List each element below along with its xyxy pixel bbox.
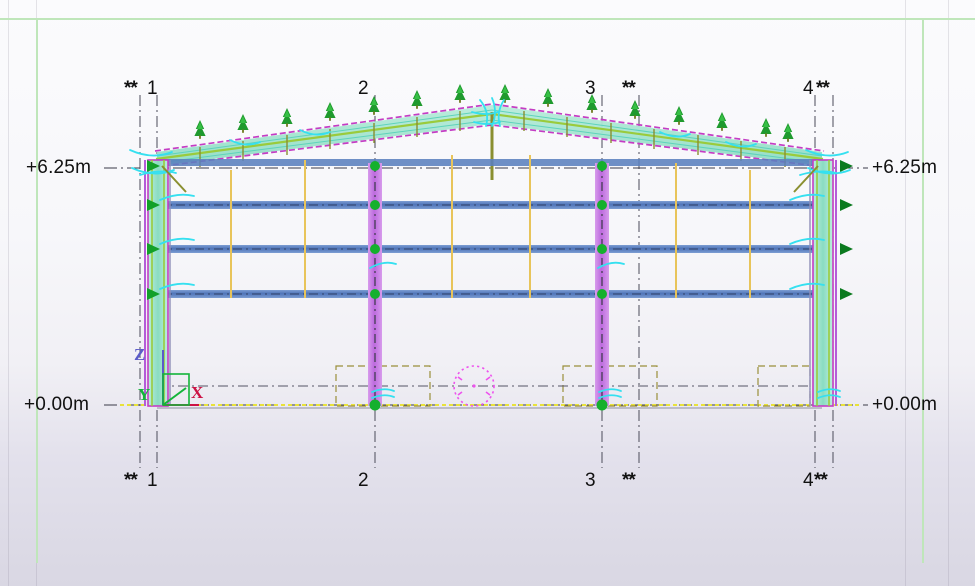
level-lines: [104, 167, 868, 406]
grid-label-bottom-star-c: **: [814, 470, 828, 491]
connection-nodes: [369, 161, 608, 411]
level-label-bottom-right: +0.00m: [872, 394, 938, 415]
eave-haunch: [161, 165, 819, 193]
level-label-top-left: +6.25m: [26, 157, 92, 178]
left-end-column: [144, 159, 171, 407]
clip-frame-left: [36, 18, 38, 563]
lateral-load-arrows-right: [840, 160, 853, 300]
grid-label-bottom-star-b: **: [622, 470, 636, 491]
roof-purlins: [199, 111, 786, 167]
plan-extent-outline: [156, 385, 811, 405]
axis-triad: [162, 350, 199, 406]
axis-label-z: Z: [134, 345, 146, 364]
grid-label-top-star-c: **: [816, 78, 830, 99]
bg-rule-3: [905, 0, 906, 586]
clip-frame-right: [922, 18, 924, 563]
grid-label-top-star-b: **: [622, 78, 636, 99]
grid-label-bottom-3: 3: [585, 470, 596, 491]
grid-label-top-1: 1: [147, 78, 158, 99]
girt-bars: [230, 155, 751, 298]
ground-line: [120, 404, 860, 409]
eave-beam: [157, 159, 822, 166]
bg-rule-4: [948, 0, 949, 586]
grid-label-bottom-2: 2: [358, 470, 369, 491]
grid-label-top-star-a: **: [124, 78, 138, 99]
grid-label-top-4: 4: [803, 78, 814, 99]
grid-label-bottom-1: 1: [147, 470, 158, 491]
deflection-curves: [129, 97, 851, 399]
level-label-top-right: +6.25m: [872, 157, 938, 178]
clip-frame-top: [0, 18, 975, 20]
grid-label-bottom-4: 4: [803, 470, 814, 491]
grid-label-top-2: 2: [358, 78, 369, 99]
level-label-bottom-left: +0.00m: [24, 394, 90, 415]
axis-label-x: X: [191, 383, 204, 402]
floor-beams: [157, 201, 822, 298]
interior-column-2: [368, 163, 382, 406]
interior-column-3: [595, 163, 609, 406]
region-circle-marker: [453, 365, 495, 407]
grid-label-bottom-star-a: **: [124, 470, 138, 491]
grid-label-top-3: 3: [585, 78, 596, 99]
axis-label-y: Y: [138, 385, 151, 404]
bg-rule-1: [8, 0, 9, 586]
